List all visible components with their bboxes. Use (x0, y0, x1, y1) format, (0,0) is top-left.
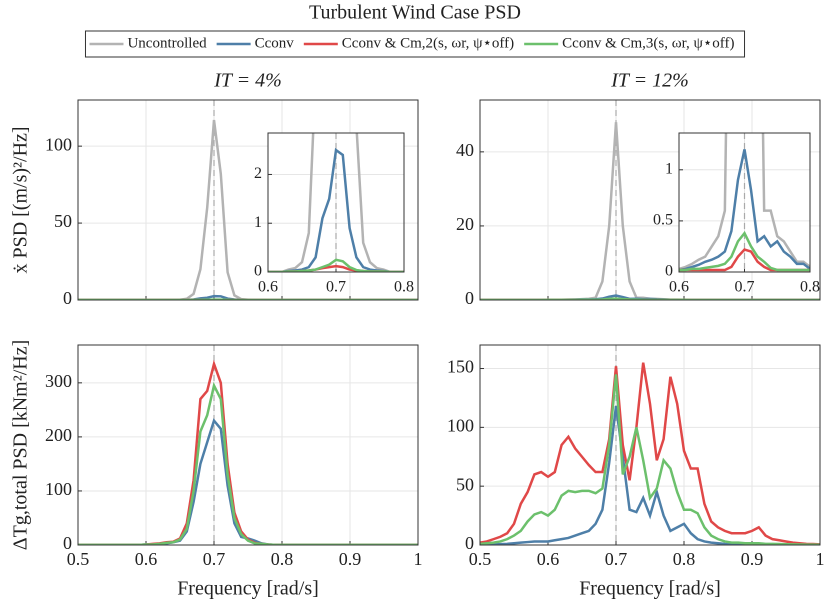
legend-frame (84, 30, 746, 58)
plot-frame (77, 344, 419, 546)
legend-label: Cconv (255, 35, 295, 51)
y-tick-label: 0 (63, 288, 72, 308)
y-tick-label: 100 (45, 134, 72, 154)
y-tick-label: 0 (465, 533, 474, 553)
series-line (268, 147, 404, 272)
x-tick-label: 0.7 (735, 279, 755, 296)
x-tick-label: 0.9 (339, 549, 362, 569)
y-tick-label: 0 (465, 288, 474, 308)
y-tick-label: 300 (45, 371, 72, 391)
x-tick-label: 0.9 (741, 549, 764, 569)
y-tick-label: 1 (665, 160, 673, 177)
y-tick-label: 20 (456, 214, 474, 234)
plot-frame (479, 344, 821, 546)
x-tick-label: 0.8 (394, 279, 414, 296)
x-tick-label: 0.6 (537, 549, 560, 569)
series-line (679, 133, 810, 271)
y-tick-label: 2 (254, 165, 262, 182)
x-axis-label: Frequency [rad/s] (177, 578, 319, 600)
y-tick-label: 200 (45, 425, 72, 445)
x-tick-label: 0.7 (326, 279, 346, 296)
x-tick-label: 0.6 (135, 549, 158, 569)
legend-label: Cconv & Cm,3(s, ωr, ψ⋆off) (562, 35, 734, 51)
y-tick-label: 40 (456, 140, 474, 160)
y-tick-label: 0.5 (653, 212, 673, 229)
x-tick-label: 1 (414, 549, 423, 569)
x-tick-label: 0.5 (469, 549, 492, 569)
x-tick-label: 0.6 (669, 279, 689, 296)
x-tick-label: 0.8 (271, 549, 294, 569)
x-tick-label: 0.7 (203, 549, 226, 569)
panel-title: IT = 12% (610, 70, 689, 92)
series-line (268, 133, 404, 272)
x-tick-label: 0.5 (67, 549, 90, 569)
y-axis-label: ΔTg,total PSD [kNm²/Hz] (10, 340, 32, 551)
plot-frame (267, 132, 405, 273)
x-tick-label: 0.7 (605, 549, 628, 569)
y-axis-label: ẋ PSD [(m/s)²/Hz] (10, 126, 32, 273)
x-tick-label: 0.6 (258, 279, 278, 296)
x-tick-label: 1 (816, 549, 825, 569)
plot-frame (479, 99, 821, 301)
legend: Uncontrolled Cconv Cconv & Cm,2(s, ωr, ψ⋆o… (84, 30, 746, 58)
x-axis-label: Frequency [rad/s] (579, 578, 721, 600)
y-tick-label: 50 (54, 211, 72, 231)
series-line (480, 362, 820, 545)
y-tick-label: 150 (447, 357, 474, 377)
plot-area (78, 345, 418, 545)
y-tick-label: 0 (63, 533, 72, 553)
series-line (480, 374, 820, 545)
y-tick-label: 1 (254, 214, 262, 231)
y-tick-label: 50 (456, 474, 474, 494)
series-line (679, 149, 810, 272)
y-tick-label: 100 (447, 415, 474, 435)
legend-label: Cconv & Cm,2(s, ωr, ψ⋆off) (342, 35, 514, 51)
plot-frame (678, 132, 811, 273)
y-tick-label: 0 (665, 263, 673, 280)
x-tick-label: 0.8 (800, 279, 820, 296)
plot-frame (77, 99, 419, 301)
panel-title: IT = 4% (213, 70, 282, 92)
y-tick-label: 0 (254, 263, 262, 280)
figure-title: Turbulent Wind Case PSD (309, 2, 521, 24)
x-tick-label: 0.8 (673, 549, 696, 569)
series-line (679, 230, 810, 272)
legend-label: Uncontrolled (127, 35, 207, 51)
y-tick-label: 100 (45, 479, 72, 499)
